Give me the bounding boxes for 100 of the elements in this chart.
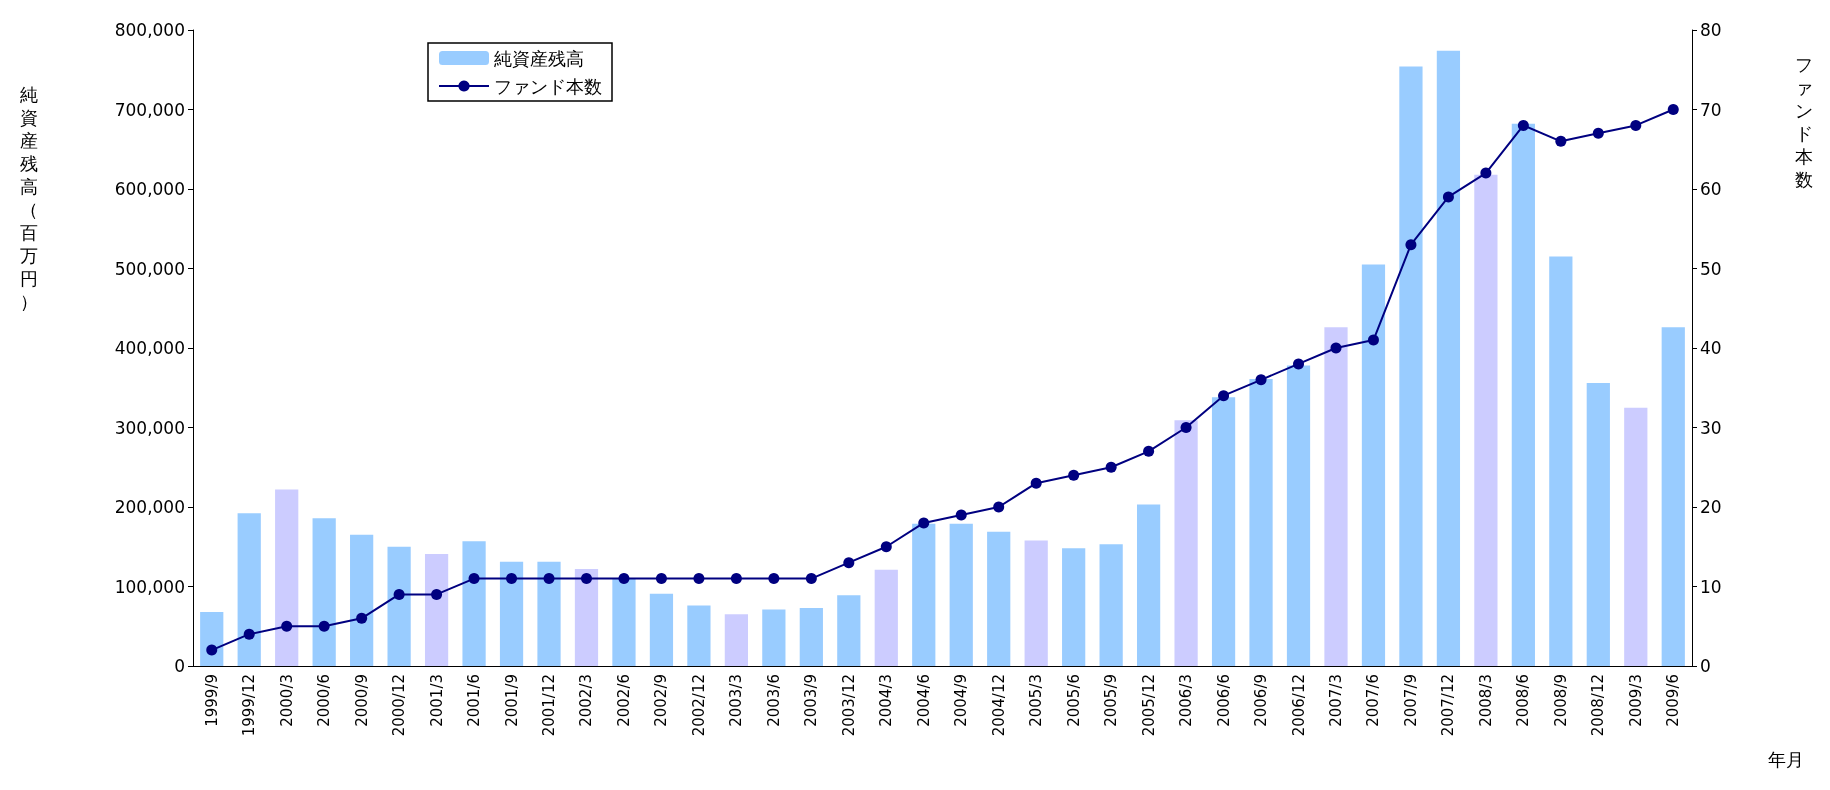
x-tick-label: 2005/6 bbox=[1064, 674, 1083, 727]
point bbox=[1480, 167, 1492, 179]
point bbox=[993, 501, 1005, 513]
y2-tick-label: 40 bbox=[1700, 338, 1722, 358]
x-tick-label: 2009/6 bbox=[1664, 674, 1683, 727]
point bbox=[955, 509, 967, 521]
bar bbox=[987, 531, 1011, 666]
bar bbox=[1474, 174, 1498, 666]
bar bbox=[1024, 540, 1048, 666]
point bbox=[1218, 390, 1230, 402]
bar bbox=[837, 595, 861, 666]
x-tick-label: 2004/12 bbox=[989, 674, 1008, 737]
point bbox=[805, 573, 817, 585]
point bbox=[655, 573, 667, 585]
y2-tick-label: 70 bbox=[1700, 99, 1722, 120]
bar bbox=[799, 607, 823, 666]
x-tick-label: 2004/3 bbox=[877, 674, 896, 727]
bar bbox=[1399, 66, 1423, 666]
bar bbox=[612, 578, 636, 666]
point bbox=[1555, 135, 1567, 147]
x-tick-label: 2003/9 bbox=[802, 674, 821, 727]
point bbox=[581, 573, 592, 585]
x-tick-label: 2006/3 bbox=[1177, 674, 1196, 727]
point bbox=[1180, 422, 1192, 433]
bar bbox=[462, 541, 486, 666]
point bbox=[1442, 191, 1454, 203]
x-tick-label: 2002/12 bbox=[689, 674, 708, 737]
x-tick-label: 1999/9 bbox=[202, 674, 221, 727]
point bbox=[356, 612, 368, 624]
point bbox=[1255, 374, 1267, 386]
x-tick-label: 2006/9 bbox=[1252, 674, 1271, 727]
bar bbox=[649, 593, 674, 666]
bar bbox=[1174, 420, 1198, 666]
point bbox=[843, 557, 855, 569]
x-tick-label: 2008/12 bbox=[1589, 674, 1608, 737]
bar bbox=[1286, 365, 1311, 666]
x-tick-label: 2004/6 bbox=[914, 674, 933, 727]
point bbox=[1068, 469, 1080, 481]
x-tick-label: 2005/12 bbox=[1139, 674, 1158, 737]
x-tick-label: 2007/3 bbox=[1326, 674, 1345, 727]
x-tick-label: 2000/3 bbox=[277, 674, 296, 727]
y2-tick-label: 50 bbox=[1700, 258, 1722, 279]
y-tick-label: 800,000 bbox=[114, 20, 185, 40]
point bbox=[243, 628, 255, 640]
point bbox=[618, 573, 630, 585]
x-tick-label: 2000/12 bbox=[390, 674, 409, 737]
x-tick-label: 2003/12 bbox=[839, 674, 858, 737]
point bbox=[393, 588, 405, 600]
x-tick-label: 2008/6 bbox=[1514, 674, 1533, 727]
bar bbox=[312, 518, 336, 666]
x-tick-label: 2008/3 bbox=[1476, 674, 1495, 727]
x-tick-label: 2007/12 bbox=[1439, 674, 1458, 737]
bar bbox=[1249, 379, 1273, 666]
text: 純資産残高（百万円） bbox=[20, 84, 38, 312]
x-tick-label: 2007/6 bbox=[1364, 674, 1383, 727]
bar bbox=[1324, 327, 1348, 666]
y2-axis-title: ファンド本数 bbox=[1794, 53, 1814, 191]
x-tick-label: 2006/12 bbox=[1289, 674, 1308, 737]
point bbox=[1293, 358, 1305, 370]
bar bbox=[424, 553, 449, 666]
y2-tick-label: 30 bbox=[1700, 417, 1722, 438]
x-tick-label: 2000/6 bbox=[315, 674, 334, 727]
point bbox=[880, 541, 892, 553]
point bbox=[431, 588, 443, 600]
point bbox=[1667, 104, 1679, 115]
point bbox=[1143, 445, 1155, 457]
bar bbox=[350, 534, 374, 666]
x-tick-label: 2003/3 bbox=[727, 674, 746, 727]
x-tick-label: 2002/3 bbox=[577, 674, 596, 727]
point bbox=[1030, 477, 1042, 489]
bar bbox=[1586, 382, 1610, 666]
y-tick-label: 200,000 bbox=[114, 497, 185, 517]
x-tick-label: 2001/9 bbox=[502, 674, 521, 727]
x-tick-label: 2005/9 bbox=[1102, 674, 1121, 727]
bar bbox=[1099, 544, 1123, 666]
point bbox=[1517, 119, 1529, 131]
x-tick-label: 2007/9 bbox=[1401, 674, 1420, 727]
x-tick-label: 2002/9 bbox=[652, 674, 671, 727]
y2-tick-label: 20 bbox=[1700, 497, 1722, 517]
bar bbox=[762, 609, 786, 666]
bar bbox=[912, 523, 936, 666]
point bbox=[1405, 239, 1417, 251]
x-tick-label: 2008/9 bbox=[1551, 674, 1570, 727]
x-tick-label: 2005/3 bbox=[1027, 674, 1046, 727]
x-tick-label: 2001/12 bbox=[540, 674, 559, 737]
legend-label: 純資産残高 bbox=[494, 47, 584, 69]
y-tick-label: 700,000 bbox=[114, 99, 185, 120]
point bbox=[506, 573, 518, 585]
bar bbox=[724, 614, 748, 666]
y-tick-label: 300,000 bbox=[114, 417, 185, 438]
x-tick-label: 1999/12 bbox=[240, 674, 259, 737]
bar bbox=[275, 489, 299, 666]
y2-tick-label: 60 bbox=[1700, 179, 1722, 199]
bar bbox=[1436, 50, 1461, 666]
x-tick-label: 2000/9 bbox=[352, 674, 371, 727]
y-tick-label: 100,000 bbox=[114, 576, 185, 597]
y2-tick-label: 10 bbox=[1700, 576, 1722, 597]
point bbox=[768, 573, 780, 585]
x-tick-label: 2006/6 bbox=[1214, 674, 1233, 727]
bar bbox=[200, 611, 224, 666]
